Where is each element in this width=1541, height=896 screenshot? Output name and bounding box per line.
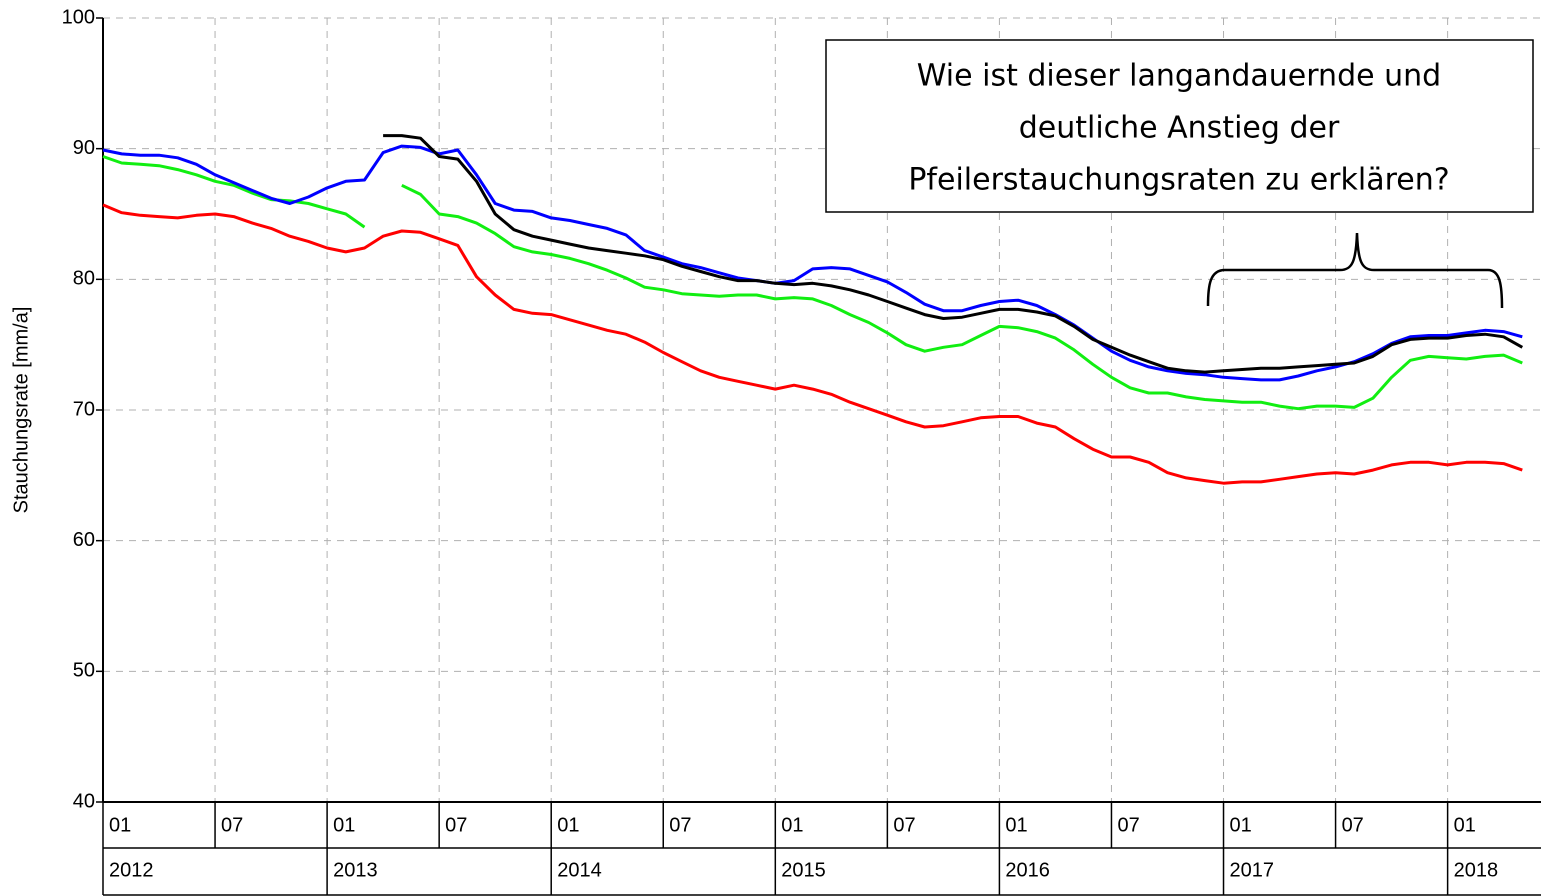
y-tick-label: 70 [73, 398, 95, 420]
y-tick-label: 50 [73, 660, 95, 682]
x-tick-label: 01 [1454, 814, 1476, 836]
series-line [383, 134, 1524, 374]
x-year-label: 2015 [781, 859, 826, 881]
x-year-label: 2018 [1454, 859, 1499, 881]
y-tick-label: 60 [73, 529, 95, 551]
y-tick-label: 90 [73, 137, 95, 159]
annotation-box [825, 39, 1534, 213]
x-year-label: 2016 [1005, 859, 1049, 881]
x-year-label: 2017 [1230, 859, 1275, 881]
y-axis-label: Stauchungsrate [mm/a] [10, 307, 32, 514]
plot: 40 50 60 70 80 90 100 01 07 01 07 01 07 01 07 01 07 01 07 0… [62, 6, 1541, 896]
x-tick-label: 07 [893, 814, 915, 836]
series-line [102, 155, 1523, 411]
x-tick-label: 01 [109, 814, 131, 836]
brace [1206, 232, 1504, 309]
x-tick-label: 01 [333, 814, 355, 836]
x-tick-label: 07 [1117, 814, 1139, 836]
x-tick-label: 07 [221, 814, 243, 836]
x-tick-label: 07 [1342, 814, 1364, 836]
x-tick-label: 01 [1005, 814, 1027, 836]
x-tick-label: 07 [445, 814, 467, 836]
annotation-line: Pfeilerstauchungsraten zu erklären? [908, 163, 1449, 198]
x-tick-label: 01 [1230, 814, 1252, 836]
x-tick-label: 07 [669, 814, 691, 836]
x-year-label: 2012 [109, 859, 154, 881]
x-tick-label: 01 [557, 814, 579, 836]
annotation-line: Wie ist dieser langandauernde und [917, 59, 1441, 94]
series-line [102, 144, 1523, 382]
y-tick-label: 80 [73, 268, 95, 290]
series-line [102, 203, 1523, 485]
annotation-line: deutliche Anstieg der [1019, 111, 1340, 146]
x-year-label: 2013 [333, 859, 378, 881]
y-tick-label: 100 [62, 6, 95, 28]
x-tick-label: 01 [781, 814, 803, 836]
y-tick-label: 40 [73, 790, 95, 812]
x-year-label: 2014 [557, 859, 602, 881]
